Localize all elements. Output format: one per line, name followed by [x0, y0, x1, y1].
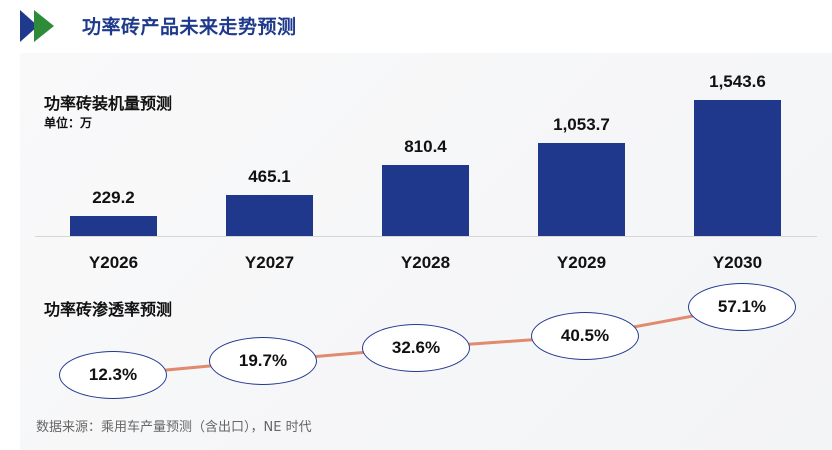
x-axis-label: Y2026	[88, 253, 139, 272]
penetration-value-ellipse: 57.1%	[688, 283, 796, 331]
x-axis-label: Y2027	[244, 253, 295, 272]
bar-y2030	[694, 100, 781, 236]
page-title: 功率砖产品未来走势预测	[82, 16, 297, 38]
bar-value-label: 1,543.6	[709, 72, 766, 91]
bar-y2028	[382, 165, 469, 236]
bar-value-label: 229.2	[92, 188, 135, 207]
bar-y2029	[538, 143, 625, 236]
x-axis-label: Y2030	[712, 253, 763, 272]
penetration-value-ellipse: 32.6%	[362, 324, 470, 372]
double-chevron-right-icon	[20, 10, 54, 42]
line-chart-title: 功率砖渗透率预测	[44, 300, 173, 319]
penetration-value-ellipse: 12.3%	[59, 351, 167, 399]
source-note: 数据来源：乘用车产量预测（含出口），NE 时代	[36, 420, 312, 435]
x-axis-label: Y2028	[400, 253, 451, 272]
bar-chart-title: 功率砖装机量预测	[44, 94, 173, 113]
bar-value-label: 465.1	[248, 167, 291, 186]
bar-y2027	[226, 195, 313, 236]
bar-chart-unit: 单位：万	[44, 116, 93, 130]
penetration-value-ellipse: 19.7%	[209, 337, 317, 385]
x-axis-line	[35, 236, 817, 237]
bar-y2026	[70, 216, 157, 236]
x-axis-label: Y2029	[556, 253, 607, 272]
penetration-value-ellipse: 40.5%	[531, 312, 639, 360]
bar-value-label: 1,053.7	[553, 115, 610, 134]
bar-value-label: 810.4	[404, 137, 447, 156]
